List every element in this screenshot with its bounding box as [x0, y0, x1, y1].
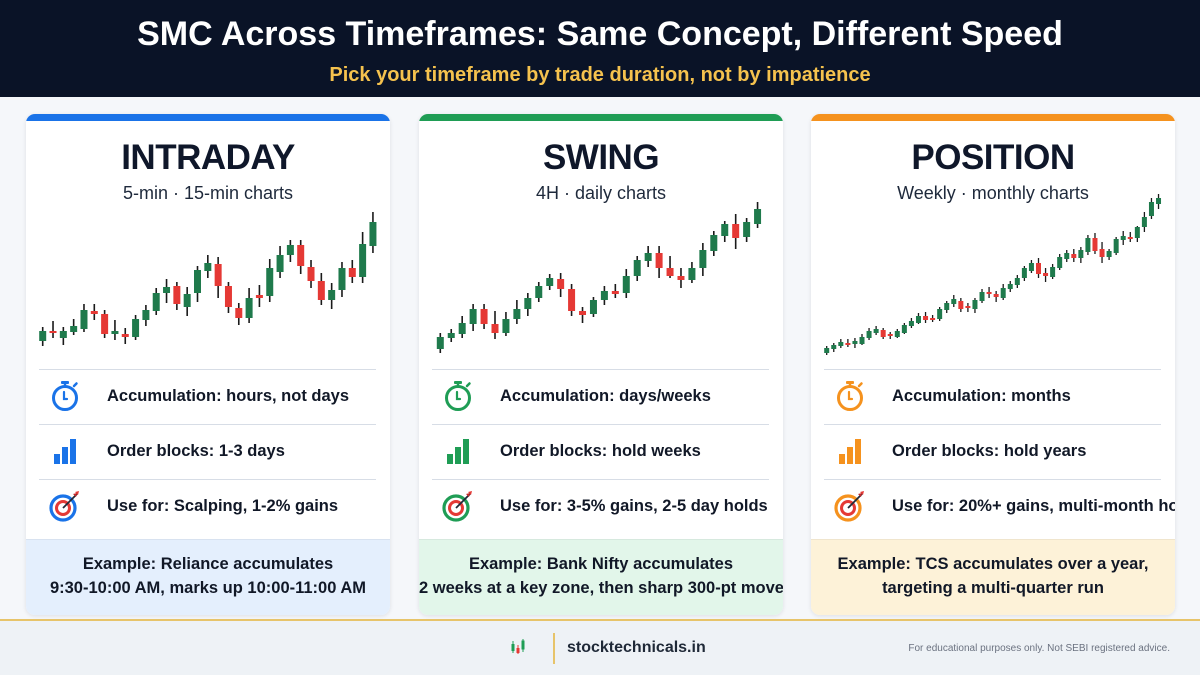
stopwatch-icon: [52, 381, 78, 411]
bar-chart-icon: [54, 439, 76, 464]
row-label: Order blocks: hold years: [892, 442, 1087, 460]
brand-name: stocktechnicals.in: [567, 639, 706, 656]
row-accumulation: Accumulation: months: [811, 369, 1175, 424]
row-order-blocks: Order blocks: 1-3 days: [26, 424, 390, 479]
row-use-for: Use for: 3-5% gains, 2-5 day holds: [419, 479, 783, 534]
example-box: Example: TCS accumulates over a year, ta…: [811, 539, 1175, 615]
footer-divider-line: [0, 619, 1200, 621]
row-label: Use for: 3-5% gains, 2-5 day holds: [500, 497, 768, 515]
card-intraday: INTRADAY 5-min · 15-min charts Accumulat…: [26, 114, 390, 615]
row-label: Order blocks: 1-3 days: [107, 442, 285, 460]
target-icon: [834, 491, 864, 522]
row-label: Order blocks: hold weeks: [500, 442, 701, 460]
card-timeframe-subtitle: 4H · daily charts: [535, 183, 667, 203]
candlestick-logo-icon: [511, 639, 525, 654]
candlestick-chart: [436, 202, 762, 353]
row-accumulation: Accumulation: hours, not days: [26, 369, 390, 424]
row-order-blocks: Order blocks: hold years: [811, 424, 1175, 479]
example-box: Example: Reliance accumulates 9:30-10:00…: [26, 539, 390, 615]
example-line-1: Example: TCS accumulates over a year,: [837, 555, 1149, 573]
row-label: Accumulation: hours, not days: [107, 387, 350, 405]
divider: [824, 479, 1161, 480]
row-use-for: Use for: Scalping, 1-2% gains: [26, 479, 390, 534]
footer: stocktechnicals.in For educational purpo…: [0, 621, 1200, 675]
candlestick-chart: [824, 194, 1162, 355]
card-title: INTRADAY: [121, 138, 295, 177]
target-icon: [49, 491, 79, 522]
bar-chart-icon: [839, 439, 861, 464]
row-label: Accumulation: days/weeks: [500, 387, 711, 405]
candlestick-chart: [39, 212, 377, 346]
row-order-blocks: Order blocks: hold weeks: [419, 424, 783, 479]
disclaimer: For educational purposes only. Not SEBI …: [908, 643, 1170, 654]
example-line-2: 2 weeks at a key zone, then sharp 300-pt…: [419, 579, 783, 597]
header-banner: SMC Across Timeframes: Same Concept, Dif…: [0, 0, 1200, 97]
stopwatch-icon: [445, 381, 471, 411]
row-use-for: Use for: 20%+ gains, multi-month holds: [811, 479, 1175, 534]
example-line-1: Example: Bank Nifty accumulates: [468, 555, 734, 573]
divider: [432, 369, 769, 370]
card-timeframe-subtitle: 5-min · 15-min charts: [122, 183, 294, 203]
page-subtitle: Pick your timeframe by trade duration, n…: [329, 64, 871, 86]
divider: [39, 424, 376, 425]
example-line-2: 9:30-10:00 AM, marks up 10:00-11:00 AM: [49, 579, 367, 597]
example-line-1: Example: Reliance accumulates: [82, 555, 334, 573]
example-box: Example: Bank Nifty accumulates 2 weeks …: [419, 539, 783, 615]
target-icon: [442, 491, 472, 522]
example-line-2: targeting a multi-quarter run: [882, 579, 1104, 597]
card-swing: SWING 4H · daily charts Accumulation: da…: [419, 114, 783, 615]
footer-vertical-divider: [553, 633, 555, 664]
card-timeframe-subtitle: Weekly · monthly charts: [897, 183, 1089, 203]
divider: [432, 479, 769, 480]
card-title: POSITION: [911, 138, 1075, 177]
page-title: SMC Across Timeframes: Same Concept, Dif…: [137, 15, 1063, 53]
card-accent-bar: [26, 114, 390, 121]
row-accumulation: Accumulation: days/weeks: [419, 369, 783, 424]
stopwatch-icon: [837, 381, 863, 411]
divider: [824, 424, 1161, 425]
card-position: POSITION Weekly · monthly charts Accumul…: [811, 114, 1175, 615]
divider: [432, 424, 769, 425]
divider: [824, 369, 1161, 370]
divider: [39, 369, 376, 370]
card-accent-bar: [419, 114, 783, 121]
row-label: Use for: 20%+ gains, multi-month holds: [892, 497, 1175, 515]
row-label: Use for: Scalping, 1-2% gains: [107, 497, 339, 515]
card-title: SWING: [542, 138, 660, 177]
card-accent-bar: [811, 114, 1175, 121]
bar-chart-icon: [447, 439, 469, 464]
row-label: Accumulation: months: [892, 387, 1071, 405]
divider: [39, 479, 376, 480]
